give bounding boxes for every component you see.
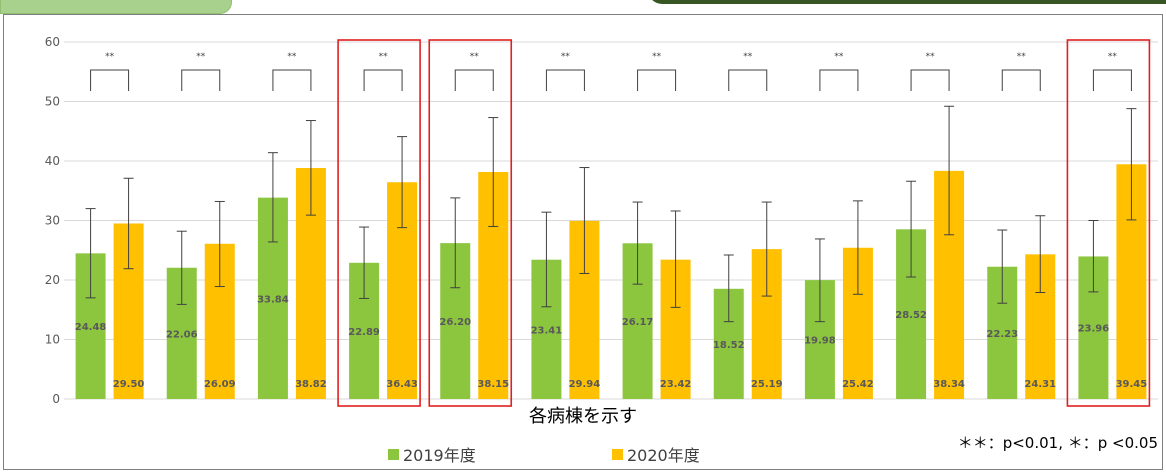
significance-bracket [545,69,585,91]
bars [75,164,1147,399]
data-label: 18.52 [713,340,745,351]
data-label: 33.84 [257,294,289,305]
significance-marker: ** [379,52,389,62]
significance-marker: ** [561,52,571,62]
data-label: 23.96 [1078,324,1110,335]
legend-item-2019: 2019年度 [388,442,476,466]
y-tick-label: 60 [45,35,60,49]
data-label: 25.19 [751,379,783,390]
significance-bracket [910,69,950,91]
data-label: 28.52 [895,310,927,321]
y-tick-label: 50 [45,95,60,109]
significance-note: ＊＊：p<0.01, ＊：p <0.05 [957,434,1158,452]
data-label: 39.45 [1116,379,1148,390]
data-label: 24.31 [1024,379,1056,390]
data-label: 26.17 [622,317,654,328]
value-labels: 24.48 29.50 22.06 26.09 33.84 38.82 22.89 36.43… [75,294,1148,390]
significance-bracket [637,69,677,91]
error-bars [85,105,1137,323]
data-label: 24.48 [75,322,107,333]
significance-bracket [728,69,768,91]
legend-label-2020: 2020年度 [627,446,700,465]
y-tick-label: 10 [45,333,60,347]
significance-marker: ** [287,52,297,62]
significance-marker: ** [652,52,662,62]
y-tick-label: 20 [45,273,60,287]
data-label: 26.20 [439,317,471,328]
significance-marker: ** [196,52,206,62]
y-axis-ticks: 0 10 20 30 40 50 60 [45,35,60,406]
gridlines [64,41,1158,400]
legend-swatch-2020 [612,448,623,460]
data-label: 26.09 [204,379,236,390]
y-tick-label: 0 [52,392,60,406]
y-tick-label: 30 [45,214,60,228]
legend-swatch-2019 [388,448,399,460]
data-label: 22.89 [348,327,380,338]
highlight-box [1066,39,1151,407]
legend: 2019年度 2020年度 [0,442,1166,466]
significance-bracket [1001,69,1041,91]
legend-label-2019: 2019年度 [403,446,476,465]
data-label: 23.42 [660,379,692,390]
data-label: 38.82 [295,379,327,390]
significance-bracket [90,69,130,91]
highlight-boxes [337,39,1151,407]
significance-marker: ** [1017,52,1027,62]
highlight-box [337,39,421,407]
x-axis-label: 各病棟を示す [529,406,637,427]
significance-bracket [819,69,859,91]
significance-bracket [272,69,312,91]
data-label: 38.34 [933,379,965,390]
header-tab-right [648,0,1166,4]
data-label: 22.23 [986,329,1018,340]
data-label: 38.15 [477,379,509,390]
significance-marker: ** [926,52,936,62]
data-label: 19.98 [804,336,836,347]
significance-marker: ** [834,52,844,62]
significance-bracket [181,69,221,91]
significance-marker: ** [105,52,115,62]
significance-bracket [363,69,403,91]
data-label: 25.42 [842,379,874,390]
significance-marker: ** [470,52,480,62]
data-label: 36.43 [386,379,418,390]
significance-bracket [454,69,494,91]
data-label: 22.06 [166,329,198,340]
significance-brackets: ** ** ** ** ** ** ** ** ** ** ** ** [90,52,1132,91]
data-label: 29.50 [113,379,145,390]
significance-marker: ** [743,52,753,62]
significance-marker: ** [1108,52,1118,62]
data-label: 23.41 [531,325,563,336]
significance-bracket [1092,69,1132,91]
highlight-box [428,39,513,407]
y-tick-label: 40 [45,154,60,168]
legend-item-2020: 2020年度 [612,442,700,466]
data-label: 29.94 [569,379,601,390]
